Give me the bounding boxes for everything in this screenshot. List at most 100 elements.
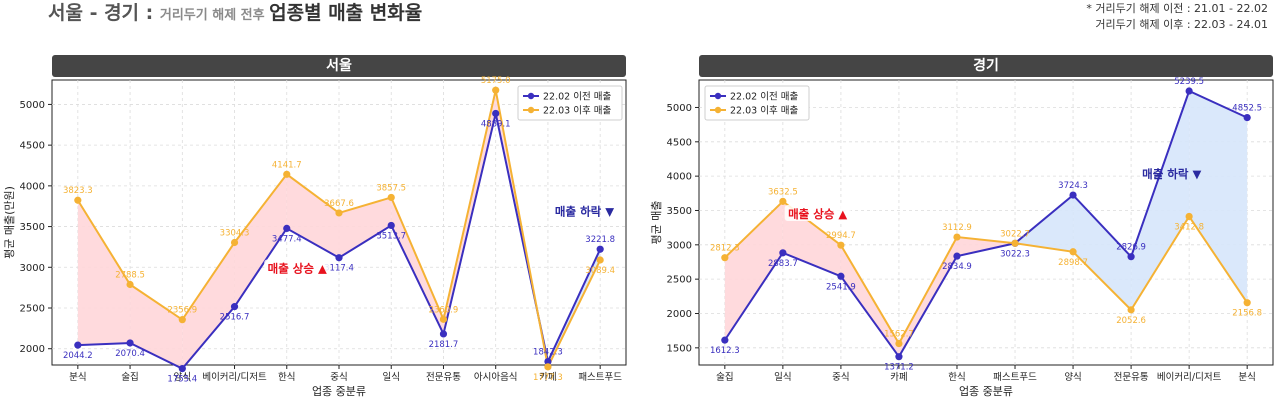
data-point-before [1127,253,1135,261]
legend-box [704,85,810,121]
data-point-before [230,303,239,311]
data-point-before [335,254,343,262]
annotation-bg [784,204,851,221]
x-tick-label: 카페 [539,372,556,383]
y-tick-label: 3500 [20,222,45,233]
data-point-after [283,170,291,178]
fill-between [339,197,392,258]
data-label: 3857.5 [376,183,406,193]
x-tick-label: 한식 [948,372,965,383]
x-tick-label: 중식 [330,372,347,383]
data-point-before [178,365,186,373]
data-label: 3513.7 [376,231,406,241]
data-point-after [596,256,604,264]
data-point-before [439,330,448,338]
x-tick-label: 전문유통 [426,372,461,383]
x-tick-label: 베이커리/디저트 [202,372,267,383]
data-point-after [1243,299,1251,307]
data-point-before [779,249,787,257]
annotation-rise: 매출 상승 ▲ [788,207,847,221]
data-label: 2541.9 [826,282,856,292]
y-tick-label: 3500 [667,206,692,217]
legend-swatch-point [714,92,722,100]
data-point-before [126,339,134,347]
x-tick-label: 일식 [382,372,399,383]
x-tick-label: 베이커리/디저트 [1157,372,1222,383]
y-tick-label: 4500 [20,141,45,152]
y-tick-label: 2000 [667,309,692,320]
fill-between [1131,91,1190,310]
data-label: 3412.8 [1174,222,1204,232]
x-tick-label: 술집 [716,371,733,383]
chart-gyeonggi: 1500 2000 2500 3000 3500 4000 4500 5000 술집 일식 중식 카페… [650,77,1274,398]
data-point-before [1069,191,1077,199]
fill-between [1189,91,1248,303]
legend-box [517,85,623,121]
fill-between [286,174,339,258]
x-tick-label: 패스트푸드 [993,372,1037,383]
panel-header-gyeonggi: 경기 [699,55,1273,77]
x-tick-label: 전문유통 [1114,372,1149,383]
legend-label: 22.02 이전 매출 [543,92,611,103]
annotation-fall: 매출 하락 ▼ [1142,167,1201,181]
data-label: 2052.6 [1116,316,1146,326]
y-axis-label: 평균 매출 [650,201,663,245]
data-label: 2516.7 [220,313,250,323]
data-label: 3022.7 [1000,229,1030,239]
data-label: 2356.9 [167,306,197,316]
period-note: * 거리두기 해제 이전 : 21.01 - 22.02 거리두기 해제 이후 … [1086,1,1268,33]
page-title: 서울 - 경기 : 거리두기 해제 전후 업종별 매출 변화율 [48,0,422,26]
data-label: 3667.6 [324,199,354,209]
data-label: 3477.4 [272,234,302,244]
chart-seoul: 2000 2500 3000 3500 4000 4500 5000 분식 술집 양식 베이커리/디… [3,76,627,398]
y-axis-label: 평균 매출(만원) [3,186,16,259]
data-point-after [779,197,787,205]
data-point-after [544,363,552,371]
annotation-rise: 매출 상승 ▲ [268,262,327,276]
data-point-before [1243,113,1251,122]
data-point-before [544,357,552,366]
data-point-after [953,233,961,241]
data-label: 3117.4 [324,264,354,274]
data-label: 3089.4 [585,266,615,276]
data-label: 1777.3 [533,373,563,383]
data-label: 4852.5 [1232,104,1262,114]
fill-between [391,197,444,334]
x-tick-label: 양식 [1064,372,1081,383]
data-label: 5239.5 [1174,77,1204,87]
x-tick-label: 양식 [174,372,191,383]
x-tick-label: 중식 [832,372,849,383]
data-point-after [178,316,186,324]
legend-swatch-point [714,106,722,114]
data-point-before [74,341,82,349]
x-tick-label: 일식 [774,372,791,383]
data-label: 2156.8 [1232,309,1262,319]
y-tick-label: 4500 [667,137,692,148]
panel-header-seoul: 서울 [52,55,626,77]
title-sub: 거리두기 해제 전후 [159,8,270,23]
data-point-after [837,241,845,249]
data-point-after [126,280,134,289]
y-tick-label: 3000 [20,263,45,274]
data-label: 3724.3 [1058,181,1088,191]
data-label: 3823.3 [63,186,93,196]
data-point-before [721,336,729,344]
x-axis-label: 업종 중분류 [312,385,366,398]
data-point-after [1127,306,1135,314]
data-point-before [596,245,604,253]
data-label: 2044.2 [63,351,93,361]
data-label: 1562.7 [884,330,914,340]
data-label: 4141.7 [272,160,302,170]
data-point-after [492,86,500,94]
y-tick-label: 3000 [667,240,692,251]
fill-between [77,200,131,346]
data-point-before [492,109,500,118]
legend-swatch-point [527,106,535,114]
title-end: 업종별 매출 변화율 [269,2,423,24]
x-tick-label: 분식 [1238,372,1255,383]
data-point-before [837,272,845,280]
legend-label: 22.03 이후 매출 [730,106,798,117]
data-point-after [230,238,239,247]
data-label: 1612.3 [710,346,740,356]
fill-between [1015,195,1074,252]
